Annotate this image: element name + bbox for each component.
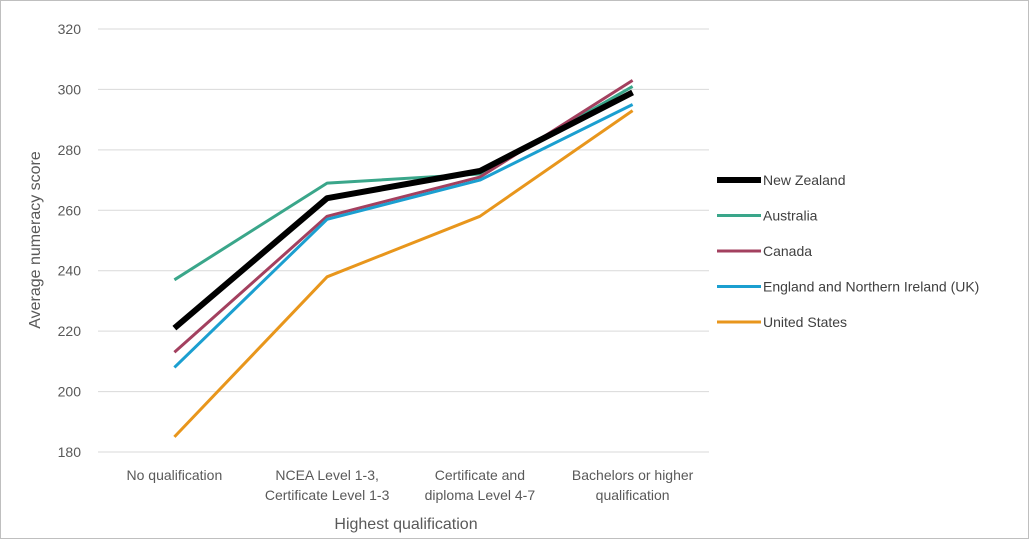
x-tick-label: No qualification	[127, 467, 223, 483]
y-tick-label: 280	[58, 142, 82, 158]
series-line-canada	[173, 79, 634, 354]
y-tick-label: 300	[58, 81, 82, 97]
legend-label: Canada	[763, 243, 812, 259]
x-axis-title: Highest qualification	[334, 516, 477, 533]
y-tick-label: 220	[58, 323, 82, 339]
x-tick-label: NCEA Level 1-3, Certificate Level 1-3	[265, 467, 390, 503]
legend-label: United States	[763, 314, 847, 330]
y-tick-label: 260	[58, 202, 82, 218]
x-tick-label: Bachelors or higher qualification	[572, 467, 694, 503]
series-line-united-states	[173, 109, 634, 438]
y-tick-label: 240	[58, 263, 82, 279]
legend-label: Australia	[763, 208, 818, 224]
series-line-england-and-northern-ireland-uk	[173, 103, 634, 369]
x-tick-label: Certificate and diploma Level 4-7	[425, 467, 536, 503]
y-tick-label: 200	[58, 384, 82, 400]
y-tick-label: 320	[58, 21, 82, 37]
series-line-new-zealand	[172, 89, 634, 331]
y-axis-title: Average numeracy score	[27, 151, 44, 329]
legend-label: England and Northern Ireland (UK)	[763, 279, 979, 295]
y-tick-label: 180	[58, 444, 82, 460]
legend-label: New Zealand	[763, 172, 846, 188]
